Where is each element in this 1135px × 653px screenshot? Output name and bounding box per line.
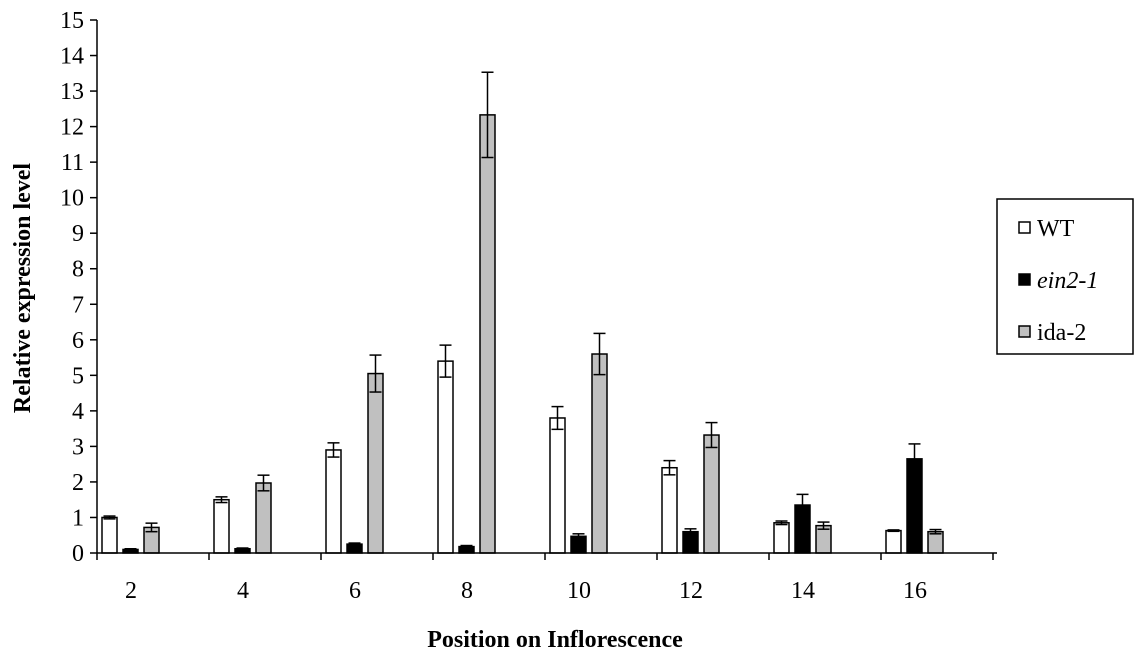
x-tick-label: 12 [679,578,703,604]
x-tick-label: 4 [237,578,249,604]
y-tick-label: 12 [60,115,84,141]
x-tick-label: 14 [791,578,815,604]
bar-WT-12 [661,466,678,554]
y-tick-label: 11 [61,150,84,176]
legend-label-ein2-1: ein2-1 [1037,268,1098,294]
bar-WT-14 [773,522,790,554]
bar-ida-2-16 [927,530,944,554]
bar-WT-8 [437,360,454,554]
bar-ida-2-10 [591,353,608,554]
y-tick-label: 5 [72,363,84,389]
bars-layer [101,71,944,554]
bar-ida-2-4 [255,482,272,554]
y-tick-label: 0 [72,541,84,567]
bar-ida-2-8 [479,114,496,554]
bar-WT-10 [549,417,566,554]
x-tick-label: 10 [567,578,591,604]
legend-swatch-ida-2 [1018,325,1031,338]
bar-ida-2-6 [367,372,384,554]
legend-swatch-ein2-1 [1018,273,1031,286]
bar-WT-4 [213,498,230,554]
bar-ida-2-12 [703,434,720,554]
y-tick-label: 6 [72,328,84,354]
y-tick-label: 10 [60,186,84,212]
x-tick-label: 8 [461,578,473,604]
x-tick-label: 16 [903,578,927,604]
x-tick-label: 6 [349,578,361,604]
y-tick-label: 4 [72,399,84,425]
y-tick-label: 15 [60,8,84,34]
y-tick-label: 3 [72,434,84,460]
y-tick-label: 14 [60,44,84,70]
y-axis-label: Relative expression level [10,163,36,414]
bar-WT-16 [885,529,902,554]
y-tick-label: 13 [60,79,84,105]
legend-label-ida-2: ida-2 [1037,320,1086,346]
y-tick-label: 1 [72,505,84,531]
bar-WT-6 [325,449,342,554]
y-tick-label: 8 [72,257,84,283]
legend: WT ein2-1 ida-2 [996,198,1134,355]
legend-swatch-WT [1018,221,1031,234]
y-tick-label: 9 [72,221,84,247]
y-tick-label: 7 [72,292,84,318]
x-axis-label: Position on Inflorescence [427,627,683,653]
y-tick-label: 2 [72,470,84,496]
legend-label-WT: WT [1037,216,1075,242]
x-tick-label: 2 [125,578,137,604]
bar-WT-2 [101,516,118,554]
